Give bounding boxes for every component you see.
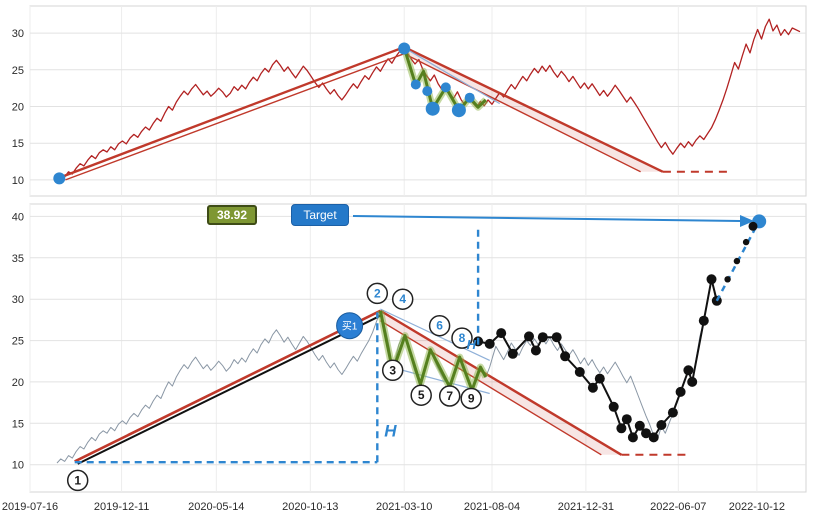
- trend-line: [65, 53, 405, 181]
- target-projection-line: [715, 223, 759, 302]
- x-axis-label: 2021-08-04: [464, 501, 520, 513]
- support-dot: [464, 92, 475, 103]
- swing-dot: [524, 331, 534, 342]
- y-tick-label: 40: [12, 211, 24, 223]
- buy-signal-marker: [336, 312, 364, 340]
- trend-line: [403, 47, 501, 105]
- wave-label-circle-6: [428, 314, 451, 337]
- target-arrow-line: [352, 215, 741, 222]
- measured-target-price-tag: 38.92: [207, 205, 257, 225]
- target-button[interactable]: Target: [291, 204, 349, 226]
- x-axis-label: 2021-12-31: [558, 501, 614, 513]
- swing-dot: [587, 382, 598, 393]
- y-tick-label: 10: [12, 175, 24, 187]
- support-dot: [440, 82, 451, 93]
- wave-label-circle-3: [381, 359, 404, 382]
- y-tick-label: 10: [12, 460, 24, 472]
- swing-dot: [608, 401, 619, 412]
- y-tick-label: 20: [12, 102, 24, 114]
- y-tick-label: 35: [12, 253, 24, 265]
- support-dot: [422, 86, 433, 97]
- projection-dot: [742, 238, 750, 246]
- swing-dot: [530, 345, 541, 356]
- swing-dot: [641, 428, 651, 439]
- support-dot: [425, 101, 440, 116]
- swing-dot: [667, 407, 678, 418]
- trend-line: [77, 314, 381, 465]
- projection-dot: [724, 276, 731, 283]
- swing-dot: [627, 432, 638, 443]
- lower-panel: [29, 203, 807, 493]
- target-end-dot: [748, 221, 758, 231]
- wave-label-8: 8: [459, 331, 466, 345]
- swing-dot: [687, 376, 698, 387]
- x-axis-label: 2021-03-10: [376, 501, 432, 513]
- x-axis-label: 2022-10-12: [729, 501, 785, 513]
- swing-dot: [560, 351, 571, 362]
- trend-line: [74, 309, 381, 463]
- trend-line: [58, 45, 405, 179]
- height-label: H: [384, 422, 397, 441]
- y-tick-label: 15: [12, 138, 24, 150]
- wave-label-7: 7: [446, 389, 453, 403]
- swing-dot: [675, 386, 686, 397]
- support-dot: [410, 79, 421, 90]
- projection-dot: [733, 257, 741, 265]
- y-tick-label: 15: [12, 418, 24, 430]
- upper-panel: [29, 5, 807, 197]
- y-tick-label: 25: [12, 65, 24, 77]
- y-tick-label: 20: [12, 377, 24, 389]
- swing-dot: [574, 367, 585, 377]
- swing-dot: [634, 420, 645, 431]
- wave-label-3: 3: [389, 363, 396, 377]
- wave-label-4: 4: [399, 292, 406, 306]
- swing-dot: [683, 365, 694, 376]
- trend-line: [380, 320, 602, 456]
- wave-label-2: 2: [374, 286, 381, 300]
- swing-dot: [594, 373, 605, 384]
- x-axis-label: 2019-07-16: [2, 501, 58, 513]
- swing-dot: [706, 274, 717, 285]
- x-axis-label: 2020-05-14: [188, 501, 244, 513]
- swing-dot: [648, 432, 659, 443]
- swing-dot: [551, 332, 562, 343]
- swing-dot: [656, 420, 667, 430]
- swing-dot: [507, 348, 518, 359]
- wave-label-circle-8: [451, 327, 473, 349]
- target-arrow-head: [740, 215, 754, 227]
- swing-dot: [496, 328, 507, 339]
- support-dot: [53, 172, 66, 185]
- wave-label-1: 1: [74, 473, 81, 487]
- y-tick-label: 30: [12, 294, 24, 306]
- swing-dot: [484, 338, 495, 349]
- wave-label-5: 5: [418, 388, 425, 402]
- buy-signal-label: 买1: [342, 321, 358, 333]
- wave-label-circle-4: [391, 288, 414, 310]
- swing-dot: [621, 414, 632, 425]
- wave-label-circle-7: [438, 385, 461, 407]
- zigzag-line: [378, 310, 488, 392]
- wave-label-6: 6: [436, 319, 443, 333]
- support-dot: [398, 42, 411, 55]
- y-tick-label: 30: [12, 28, 24, 40]
- x-axis-label: 2019-12-11: [94, 501, 149, 513]
- support-dot: [451, 103, 466, 118]
- wave-label-9: 9: [468, 392, 475, 406]
- wave-label-circle-9: [460, 387, 482, 410]
- trend-line: [403, 53, 641, 173]
- wave-label-circle-1: [66, 469, 89, 492]
- swing-dot: [698, 315, 709, 326]
- wave-label-circle-5: [410, 384, 432, 406]
- y-tick-label: 25: [12, 336, 24, 348]
- trend-line: [379, 309, 623, 456]
- x-axis-label: 2022-06-07: [650, 501, 706, 513]
- x-axis-label: 2020-10-13: [282, 501, 338, 513]
- swing-dot: [616, 423, 627, 434]
- swing-dot: [537, 332, 548, 343]
- trend-line: [403, 46, 664, 173]
- height-label: H: [467, 337, 477, 352]
- wave-label-circle-2: [366, 282, 389, 305]
